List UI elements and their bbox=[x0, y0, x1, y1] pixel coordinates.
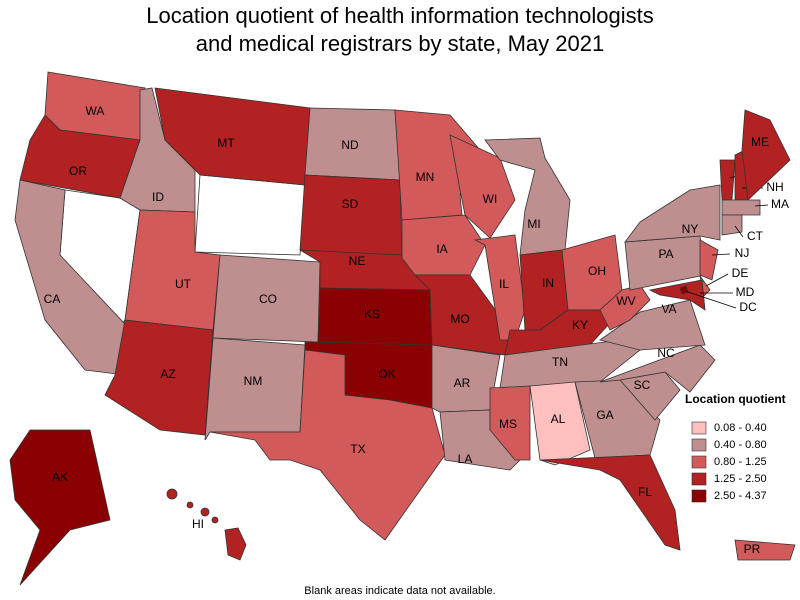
leader-line bbox=[754, 204, 769, 207]
state-label: OR bbox=[69, 164, 87, 178]
state-label: WA bbox=[86, 104, 105, 118]
state-label: ID bbox=[152, 190, 164, 204]
state bbox=[154, 87, 311, 186]
legend-swatch bbox=[691, 455, 707, 469]
state-label: MO bbox=[450, 312, 469, 326]
state-label: AK bbox=[52, 470, 68, 484]
state bbox=[209, 349, 446, 541]
state-label: PR bbox=[744, 542, 761, 556]
state bbox=[104, 319, 214, 436]
state-label: ND bbox=[341, 138, 359, 152]
state bbox=[204, 337, 306, 441]
state-label: MA bbox=[771, 197, 789, 211]
state-label: PA bbox=[658, 247, 673, 261]
legend-swatch bbox=[691, 472, 707, 486]
title-line: and medical registrars by state, May 202… bbox=[196, 31, 604, 56]
state-label: IL bbox=[499, 277, 509, 291]
state bbox=[539, 454, 681, 551]
states: WA OR CA ID MT UT CO AZ NM ND SD NE KS OK TX MN IA MO AR LA… bbox=[9, 71, 796, 586]
state-label: VA bbox=[661, 302, 676, 316]
state-label: MD bbox=[736, 285, 755, 299]
state-label: FL bbox=[638, 485, 652, 499]
state bbox=[624, 184, 721, 243]
state-label: SD bbox=[342, 197, 359, 211]
state-label: NJ bbox=[735, 246, 750, 260]
state bbox=[721, 214, 743, 236]
state-label: MI bbox=[527, 217, 540, 231]
state-label: OH bbox=[588, 264, 606, 278]
state-label: CO bbox=[259, 292, 277, 306]
title-line: Location quotient of health information … bbox=[146, 3, 654, 28]
state bbox=[224, 527, 247, 561]
leader-line bbox=[711, 253, 731, 256]
state-label: NE bbox=[349, 254, 366, 268]
state bbox=[719, 159, 736, 201]
state-label: AL bbox=[551, 412, 566, 426]
legend-label: 0.80 - 1.25 bbox=[714, 456, 767, 468]
state-label: GA bbox=[596, 408, 613, 422]
state bbox=[648, 279, 706, 311]
state-label: TN bbox=[552, 355, 568, 369]
state-label: IN bbox=[542, 276, 554, 290]
state-label: NC bbox=[657, 346, 675, 360]
state bbox=[721, 199, 761, 216]
state-label: ME bbox=[751, 135, 769, 149]
state-label: AR bbox=[454, 376, 471, 390]
state-label: NM bbox=[244, 374, 263, 388]
state-label: SC bbox=[634, 378, 651, 392]
state-label: WV bbox=[616, 294, 635, 308]
leader-line bbox=[684, 290, 737, 309]
state bbox=[299, 174, 403, 259]
legend-swatch bbox=[691, 489, 707, 503]
island bbox=[186, 501, 194, 509]
state bbox=[489, 385, 531, 461]
state bbox=[741, 109, 791, 201]
state-label: AZ bbox=[160, 367, 175, 381]
state-label: MN bbox=[416, 170, 435, 184]
state-label: OK bbox=[378, 367, 395, 381]
state-label: DE bbox=[732, 266, 749, 280]
state-label: IA bbox=[436, 242, 447, 256]
state-label: TX bbox=[350, 442, 365, 456]
legend-title: Location quotient bbox=[685, 392, 786, 406]
island bbox=[166, 488, 178, 500]
legend-swatch bbox=[691, 438, 707, 452]
state-label: KS bbox=[364, 307, 380, 321]
state bbox=[529, 381, 591, 466]
state-label: KY bbox=[572, 318, 588, 332]
state bbox=[9, 429, 111, 586]
legend-label: 2.50 - 4.37 bbox=[714, 490, 767, 502]
state bbox=[679, 285, 689, 295]
legend-label: 0.40 - 0.80 bbox=[714, 439, 767, 451]
state-label: UT bbox=[175, 277, 192, 291]
legend-label: 1.25 - 2.50 bbox=[714, 473, 767, 485]
island bbox=[200, 507, 210, 517]
state-label: NH bbox=[766, 180, 783, 194]
state-label: CA bbox=[44, 292, 61, 306]
leader-line bbox=[705, 273, 729, 287]
legend-label: 0.08 - 0.40 bbox=[714, 422, 767, 434]
state-label: MS bbox=[499, 417, 517, 431]
state-label: HI bbox=[192, 517, 204, 531]
leader-line bbox=[734, 225, 744, 238]
state bbox=[599, 284, 651, 331]
state bbox=[699, 239, 719, 281]
state-label: NY bbox=[682, 222, 699, 236]
island bbox=[211, 516, 219, 524]
state-label: CT bbox=[747, 229, 764, 243]
legend-swatch bbox=[691, 421, 707, 435]
state-label: DC bbox=[739, 300, 757, 314]
legend: Location quotient 0.08 - 0.40 0.40 - 0.80… bbox=[685, 392, 786, 503]
state-blank bbox=[194, 174, 306, 256]
state-label: MT bbox=[217, 136, 235, 150]
state bbox=[734, 539, 796, 561]
state-label: LA bbox=[458, 452, 473, 466]
footnote: Blank areas indicate data not available. bbox=[304, 585, 495, 597]
state bbox=[499, 339, 641, 389]
state-label: WI bbox=[483, 192, 498, 206]
